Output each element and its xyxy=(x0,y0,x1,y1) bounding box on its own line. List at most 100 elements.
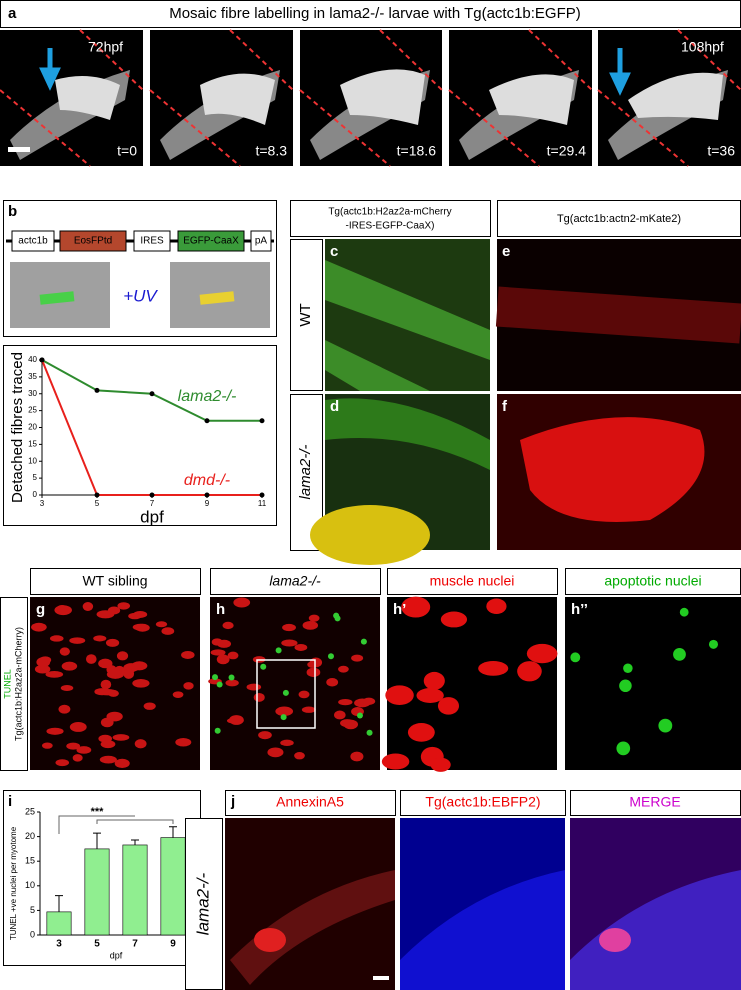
error-bar xyxy=(55,895,63,912)
nucleus xyxy=(253,693,265,702)
nucleus xyxy=(229,715,244,725)
y-tick-label: 20 xyxy=(28,423,37,432)
stage-label: 72hpf xyxy=(88,39,123,55)
nucleus xyxy=(128,612,142,620)
nucleus xyxy=(486,598,507,614)
nucleus xyxy=(45,671,64,678)
nucleus xyxy=(72,754,83,762)
y-tick-label: 0 xyxy=(30,929,35,939)
apoptotic-nucleus xyxy=(282,689,289,696)
apoptotic-nucleus xyxy=(570,652,581,663)
stage-label: 108hpf xyxy=(681,39,724,55)
header-box xyxy=(290,200,491,237)
side-box xyxy=(0,597,28,771)
header-box xyxy=(210,568,381,595)
nucleus xyxy=(123,668,135,679)
construct-part: pA xyxy=(255,236,268,247)
panel-label: g xyxy=(36,601,45,618)
nucleus xyxy=(76,746,92,754)
nucleus xyxy=(437,697,460,715)
apoptotic-nucleus xyxy=(658,718,673,733)
panel-label: c xyxy=(330,243,338,260)
error-bar xyxy=(93,832,101,849)
nucleus xyxy=(183,682,194,690)
nucleus xyxy=(172,691,184,698)
nucleus xyxy=(56,605,68,612)
header: AnnexinA5 xyxy=(276,794,344,810)
nucleus xyxy=(294,752,305,760)
nucleus xyxy=(155,621,168,628)
side-label: Tg(actc1b:H2az2a-mCherry) xyxy=(13,627,23,741)
nucleus xyxy=(61,661,78,671)
apoptotic-nucleus xyxy=(334,615,341,622)
nucleus xyxy=(93,635,107,642)
nucleus xyxy=(66,742,81,750)
nucleus xyxy=(131,661,148,671)
nucleus xyxy=(34,664,51,674)
y-tick-label: 35 xyxy=(28,372,37,381)
y-tick-label: 10 xyxy=(28,456,37,465)
panel-title: Mosaic fibre labelling in lama2-/- larva… xyxy=(169,5,581,22)
nucleus xyxy=(116,651,129,661)
nucleus xyxy=(99,755,117,764)
header: lama2-/- xyxy=(269,573,321,589)
x-tick-label: 7 xyxy=(132,939,138,950)
image xyxy=(565,597,741,770)
header-box xyxy=(570,790,741,816)
x-tick-label: 7 xyxy=(150,499,155,508)
y-tick-label: 20 xyxy=(25,831,35,841)
legend-label: dmd-/- xyxy=(184,472,230,489)
nucleus xyxy=(217,639,232,648)
row-label: lama2-/- xyxy=(193,872,212,935)
y-tick-label: 40 xyxy=(28,355,37,364)
apoptotic-nucleus xyxy=(366,729,373,736)
x-tick-label: 3 xyxy=(56,939,62,950)
nucleus xyxy=(517,661,542,682)
nucleus xyxy=(351,654,364,662)
title-box xyxy=(0,0,741,28)
bracket xyxy=(58,815,174,834)
nucleus xyxy=(96,610,115,619)
nucleus xyxy=(282,623,296,632)
y-axis-label: Detached fibres traced xyxy=(9,352,26,503)
nucleus xyxy=(106,711,123,722)
apoptotic-nucleus xyxy=(275,647,282,654)
panel-label: e xyxy=(502,243,510,260)
nucleus xyxy=(407,722,435,742)
nucleus xyxy=(100,740,116,749)
construct-part: actc1b xyxy=(18,236,48,247)
side-label: TUNEL xyxy=(2,669,12,699)
nucleus xyxy=(246,683,262,691)
header-box xyxy=(497,200,741,237)
apoptotic-nucleus xyxy=(228,674,235,681)
y-tick-label: 10 xyxy=(25,880,35,890)
x-tick-label: 11 xyxy=(258,499,267,508)
nucleus xyxy=(222,621,234,630)
panel-label: h’ xyxy=(393,601,406,618)
nucleus xyxy=(301,706,316,713)
nucleus xyxy=(275,706,294,717)
chart-box xyxy=(3,345,277,526)
time-label: t=18.6 xyxy=(397,143,437,159)
nucleus xyxy=(326,677,339,687)
apoptotic-nucleus xyxy=(623,663,633,673)
y-tick-label: 30 xyxy=(28,389,37,398)
bar xyxy=(46,911,72,936)
x-tick-label: 9 xyxy=(205,499,210,508)
nucleus xyxy=(334,710,346,720)
apoptotic-nucleus xyxy=(280,714,287,721)
row-label: lama2-/- xyxy=(297,444,314,499)
nucleus xyxy=(440,611,468,628)
nucleus xyxy=(423,671,445,690)
point xyxy=(149,492,155,498)
x-axis-label: dpf xyxy=(110,950,123,960)
nucleus xyxy=(132,678,150,688)
panel-label: h’’ xyxy=(571,601,588,618)
nucleus xyxy=(338,699,353,706)
x-tick-label: 5 xyxy=(95,499,100,508)
panel-label: a xyxy=(8,5,17,22)
point xyxy=(94,492,100,498)
nucleus xyxy=(280,739,294,746)
nucleus xyxy=(267,747,284,758)
